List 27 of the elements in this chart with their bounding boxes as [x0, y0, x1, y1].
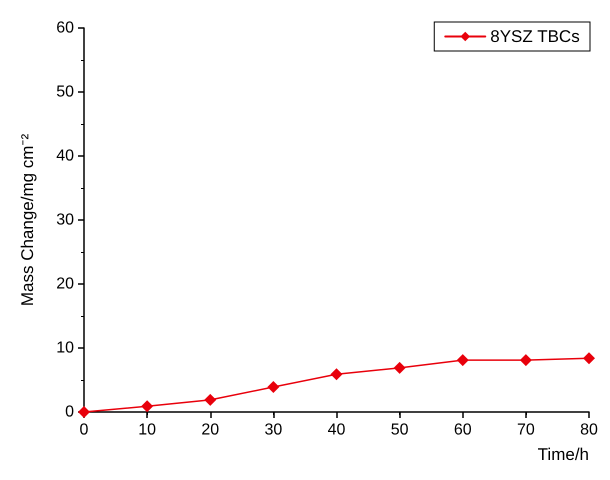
y-tick-label: 50: [56, 84, 74, 100]
x-axis-title: Time/h: [538, 445, 589, 464]
x-tick-label: 80: [580, 422, 598, 438]
y-tick-label: 0: [65, 404, 74, 420]
x-tick-label: 60: [454, 422, 472, 438]
point: [394, 362, 406, 374]
point: [583, 352, 595, 364]
point: [204, 394, 216, 406]
point: [141, 400, 154, 412]
x-tick-label: 10: [138, 422, 156, 438]
y-tick-label: 60: [56, 20, 74, 36]
point: [330, 368, 342, 380]
legend-label: 8YSZ TBCs: [490, 27, 580, 46]
y-tick-label: 40: [56, 148, 74, 164]
y-tick-label: 20: [56, 276, 74, 292]
x-tick-label: 70: [516, 422, 535, 438]
point: [456, 354, 469, 366]
y-tick-label: 10: [56, 340, 74, 356]
x-tick-label: 30: [264, 422, 282, 438]
y-tick-label: 30: [56, 212, 74, 228]
x-tick-label: 20: [201, 422, 220, 438]
x-tick-label: 40: [328, 422, 346, 438]
y-axis-title: Mass Change/mg cm⁻²: [18, 134, 37, 306]
point: [520, 354, 532, 366]
x-tick-label: 0: [80, 422, 89, 438]
point: [267, 381, 280, 394]
x-tick-label: 50: [390, 422, 409, 438]
